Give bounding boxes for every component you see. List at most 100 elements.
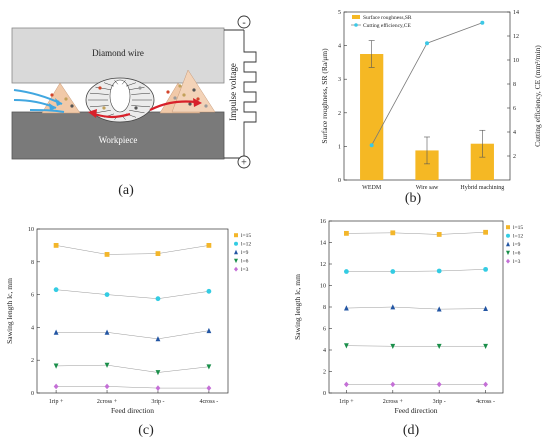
ray-line bbox=[114, 80, 119, 85]
data-point bbox=[53, 287, 59, 293]
grit-dot bbox=[204, 104, 208, 108]
plasma-channel bbox=[109, 79, 131, 113]
legend-label: l=9 bbox=[241, 250, 249, 256]
impulse-waveform bbox=[243, 42, 257, 138]
plus-symbol: + bbox=[241, 158, 247, 169]
legend-label: l=6 bbox=[513, 251, 521, 257]
data-point bbox=[483, 343, 488, 350]
data-point bbox=[206, 327, 212, 334]
flow-arrowhead-1 bbox=[55, 98, 62, 106]
data-point bbox=[483, 266, 488, 272]
legend-label: l=3 bbox=[241, 267, 249, 273]
flow-arrowhead-2 bbox=[49, 103, 56, 111]
data-point bbox=[390, 304, 396, 310]
series-line bbox=[56, 364, 209, 373]
plot-frame bbox=[328, 220, 504, 394]
x-tick-label: Wire saw bbox=[416, 185, 439, 191]
legend-label-ce: Cutting efficiency,CE bbox=[363, 22, 411, 29]
data-point bbox=[506, 250, 510, 256]
data-point bbox=[155, 385, 161, 391]
data-point bbox=[155, 251, 161, 256]
data-point bbox=[104, 292, 110, 297]
legend-label: l=15 bbox=[241, 233, 251, 239]
legend-marker-ce bbox=[354, 23, 358, 27]
series-line bbox=[346, 306, 486, 310]
y-tick-label: 1 bbox=[338, 144, 341, 150]
ray-line bbox=[125, 82, 137, 87]
grit-dot bbox=[64, 97, 68, 101]
grit-dot bbox=[138, 86, 142, 90]
data-point bbox=[506, 258, 510, 264]
data-point bbox=[506, 241, 510, 247]
ray-line bbox=[89, 105, 109, 108]
series-line bbox=[56, 289, 209, 299]
data-point bbox=[234, 258, 238, 264]
series-line bbox=[346, 345, 486, 347]
panel-label-c: (c) bbox=[138, 423, 154, 438]
y-tick-label: 4 bbox=[31, 325, 34, 331]
data-point bbox=[390, 269, 396, 274]
series-line bbox=[346, 269, 486, 272]
y-tick-label: 10 bbox=[320, 284, 326, 290]
y-tick-label: 2 bbox=[323, 370, 326, 376]
data-point bbox=[436, 381, 442, 388]
y-tick-label: 10 bbox=[28, 227, 34, 233]
data-point bbox=[206, 243, 212, 248]
y-tick-label: 6 bbox=[31, 293, 34, 299]
panel-label-a: (a) bbox=[118, 183, 134, 198]
y-tick-label: 0 bbox=[338, 178, 341, 184]
workpiece-label: Workpiece bbox=[99, 135, 138, 145]
y-right-tick-label: 4 bbox=[513, 130, 516, 136]
minus-symbol: - bbox=[242, 18, 245, 29]
y-tick-label: 4 bbox=[338, 44, 341, 50]
data-point bbox=[390, 343, 396, 350]
y-tick-label: 2 bbox=[338, 111, 341, 117]
y-tick-label: 12 bbox=[320, 262, 326, 268]
data-point bbox=[104, 329, 110, 335]
ray-line bbox=[89, 92, 109, 95]
grit-dot bbox=[192, 88, 196, 92]
legend-label: l=6 bbox=[241, 259, 249, 265]
legend-label: l=15 bbox=[513, 225, 523, 231]
data-point bbox=[390, 381, 396, 388]
x-tick-label: 4cross - bbox=[199, 399, 218, 405]
grit-dot bbox=[70, 104, 74, 108]
data-point bbox=[234, 249, 238, 255]
data-point bbox=[483, 381, 488, 388]
data-point bbox=[344, 343, 349, 349]
legend-label: l=12 bbox=[241, 242, 251, 248]
data-point bbox=[206, 364, 212, 370]
series-line bbox=[56, 245, 209, 255]
data-point bbox=[234, 233, 238, 238]
y-tick-label: 8 bbox=[323, 305, 326, 311]
ray-line bbox=[129, 86, 145, 90]
legend-label: l=12 bbox=[513, 234, 523, 240]
series-line bbox=[56, 330, 209, 340]
data-point bbox=[104, 252, 110, 257]
data-point bbox=[436, 306, 442, 312]
removal-arrow-right bbox=[149, 100, 197, 111]
x-tick-label: Hybrid machining bbox=[460, 185, 504, 191]
data-point bbox=[483, 229, 488, 235]
bar bbox=[360, 54, 384, 180]
data-point bbox=[234, 241, 238, 246]
ce-series-line bbox=[371, 22, 483, 146]
ce-data-point bbox=[480, 20, 485, 25]
y-right-tick-label: 8 bbox=[513, 82, 516, 88]
ray-line bbox=[131, 92, 151, 95]
grit-dot bbox=[173, 96, 177, 100]
y-tick-label: 5 bbox=[338, 10, 341, 16]
y-tick-label: 0 bbox=[31, 391, 34, 397]
data-point bbox=[344, 305, 349, 311]
data-point bbox=[390, 230, 396, 236]
y-axis-label: Sawing length lc, mm bbox=[5, 278, 14, 344]
data-point bbox=[53, 329, 59, 335]
y-axis-label: Sawing length lc, mm bbox=[293, 274, 302, 340]
ray-line bbox=[131, 105, 151, 108]
data-point bbox=[344, 269, 349, 274]
data-point bbox=[53, 383, 59, 390]
y-tick-label: 0 bbox=[323, 391, 326, 397]
positive-terminal bbox=[237, 155, 251, 169]
